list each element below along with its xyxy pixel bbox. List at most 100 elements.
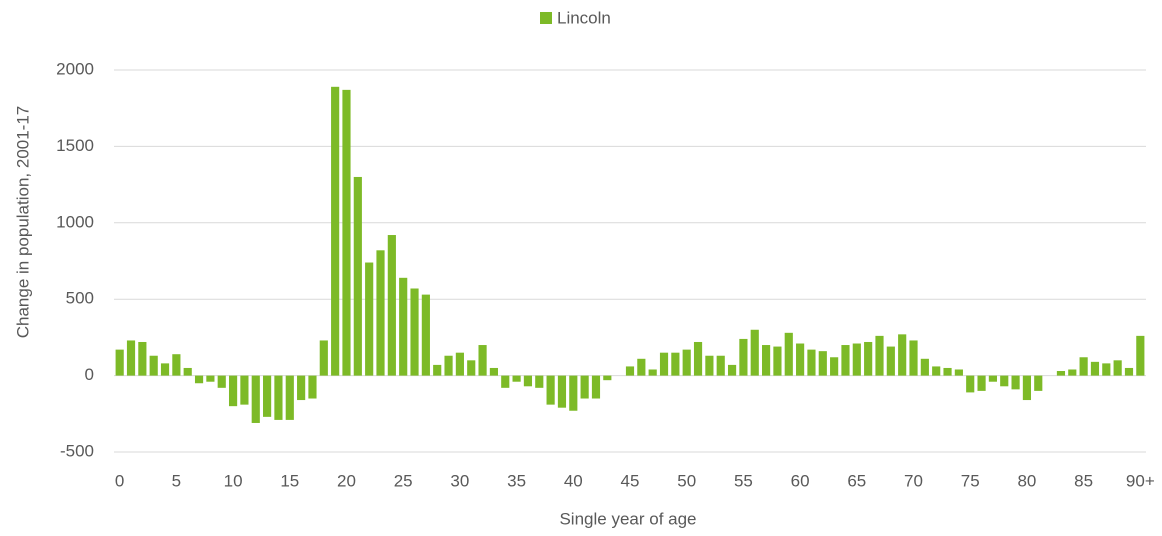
bar: [376, 250, 385, 376]
bar: [784, 332, 793, 376]
bar: [864, 341, 873, 376]
x-tick-label: 60: [791, 471, 810, 490]
bar: [489, 367, 498, 376]
x-tick-label: 85: [1074, 471, 1093, 490]
legend-label: Lincoln: [557, 8, 611, 27]
bar: [228, 375, 238, 407]
bar: [501, 375, 510, 388]
bar: [841, 345, 850, 376]
bar: [1136, 335, 1145, 376]
bar: [319, 340, 328, 376]
x-tick-label: 5: [172, 471, 181, 490]
bar: [773, 346, 782, 376]
x-tick-label: 50: [677, 471, 696, 490]
bar: [331, 86, 340, 376]
y-tick-label: 500: [66, 289, 94, 308]
bar: [365, 262, 374, 376]
bar: [1079, 357, 1088, 376]
bar: [932, 366, 941, 376]
bar: [160, 363, 170, 376]
bar: [886, 346, 895, 376]
bar: [478, 345, 487, 376]
bar: [852, 343, 861, 376]
bar: [954, 369, 963, 376]
x-tick-label: 15: [280, 471, 299, 490]
bar: [285, 375, 294, 420]
bar: [1068, 369, 1077, 376]
bar: [297, 375, 306, 401]
x-tick-label: 70: [904, 471, 923, 490]
bar: [818, 351, 827, 376]
bar: [625, 366, 635, 376]
bar: [977, 375, 986, 391]
bar: [455, 352, 464, 376]
x-axis-title: Single year of age: [559, 509, 696, 528]
x-tick-label: 25: [394, 471, 413, 490]
x-tick-label: 55: [734, 471, 753, 490]
bar: [1056, 371, 1066, 376]
y-tick-label: 1500: [56, 136, 94, 155]
x-tick-label: 35: [507, 471, 526, 490]
bar: [762, 345, 771, 376]
y-tick-label: -500: [60, 441, 94, 460]
bar: [796, 343, 805, 376]
bar: [1090, 361, 1100, 376]
bar: [943, 367, 952, 376]
bar: [274, 375, 283, 420]
bar: [183, 367, 192, 376]
bar: [251, 375, 260, 423]
x-tick-label: 80: [1017, 471, 1036, 490]
x-tick-label: 75: [961, 471, 980, 490]
bar: [115, 349, 124, 376]
bar: [126, 340, 136, 376]
bar: [830, 357, 839, 376]
bar: [591, 375, 601, 399]
bar: [920, 358, 929, 376]
bar: [421, 294, 430, 376]
bar: [410, 288, 419, 376]
bar: [1102, 363, 1111, 376]
x-tick-label: 30: [450, 471, 469, 490]
bar: [727, 364, 737, 376]
bar: [557, 375, 567, 408]
y-axis-title: Change in population, 2001-17: [13, 106, 32, 339]
bar: [194, 375, 204, 384]
bar: [739, 338, 748, 376]
bar: [988, 375, 997, 382]
x-tick-label: 65: [847, 471, 866, 490]
bar: [898, 334, 907, 376]
bar: [172, 354, 181, 376]
bar: [648, 369, 657, 376]
bar: [966, 375, 975, 393]
bar: [750, 329, 759, 376]
bar: [240, 375, 249, 405]
y-tick-label: 0: [85, 365, 94, 384]
bar: [1011, 375, 1020, 390]
bar: [1113, 360, 1122, 376]
bar: [535, 375, 544, 388]
bar: [138, 341, 147, 376]
bar: [308, 375, 317, 399]
bar: [149, 355, 158, 376]
bar: [637, 358, 646, 376]
bar: [206, 375, 215, 382]
bar: [399, 277, 408, 376]
bar: [580, 375, 589, 399]
x-tick-label: 10: [224, 471, 243, 490]
bar: [467, 360, 476, 376]
x-tick-label: 45: [621, 471, 640, 490]
bar: [342, 89, 351, 376]
bar: [546, 375, 555, 405]
bar: [263, 375, 272, 417]
bar: [807, 349, 816, 376]
y-tick-label: 2000: [56, 59, 94, 78]
bar: [433, 364, 442, 376]
x-tick-label: 90+: [1126, 471, 1155, 490]
legend-swatch: [540, 12, 552, 24]
bar: [217, 375, 226, 388]
bar: [444, 355, 453, 376]
x-tick-label: 0: [115, 471, 124, 490]
y-tick-label: 1000: [56, 212, 94, 231]
bar: [1034, 375, 1043, 391]
